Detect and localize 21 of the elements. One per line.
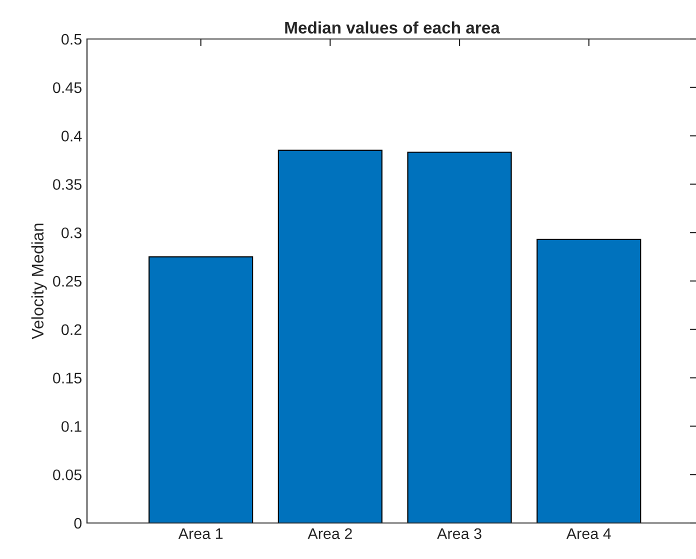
y-tick-label: 0.35 (53, 179, 82, 190)
y-tick-label: 0.15 (53, 372, 82, 384)
y-tick-label: 0.4 (62, 130, 82, 142)
bar (536, 238, 642, 523)
y-tick-label: 0 (74, 518, 82, 529)
y-tick-label: 0.3 (62, 227, 82, 238)
bar (407, 152, 512, 523)
x-tick-label: Area 2 (308, 528, 352, 540)
y-tick-label: 0.1 (62, 421, 82, 432)
y-tick-label: 0.25 (53, 276, 82, 287)
bar (148, 256, 254, 523)
x-tick-label: Area 1 (178, 528, 223, 540)
y-axis-title: Velocity Median (31, 224, 47, 340)
y-tick-label: 0.2 (62, 324, 82, 336)
y-tick-label: 0.05 (53, 469, 82, 480)
x-tick-label: Area 3 (437, 528, 482, 540)
bar (278, 150, 382, 523)
y-tick-label: 0.45 (53, 82, 82, 94)
chart-title: Median values of each area (285, 21, 500, 34)
x-tick-label: Area 4 (566, 528, 611, 540)
y-tick-label: 0.5 (62, 34, 82, 45)
